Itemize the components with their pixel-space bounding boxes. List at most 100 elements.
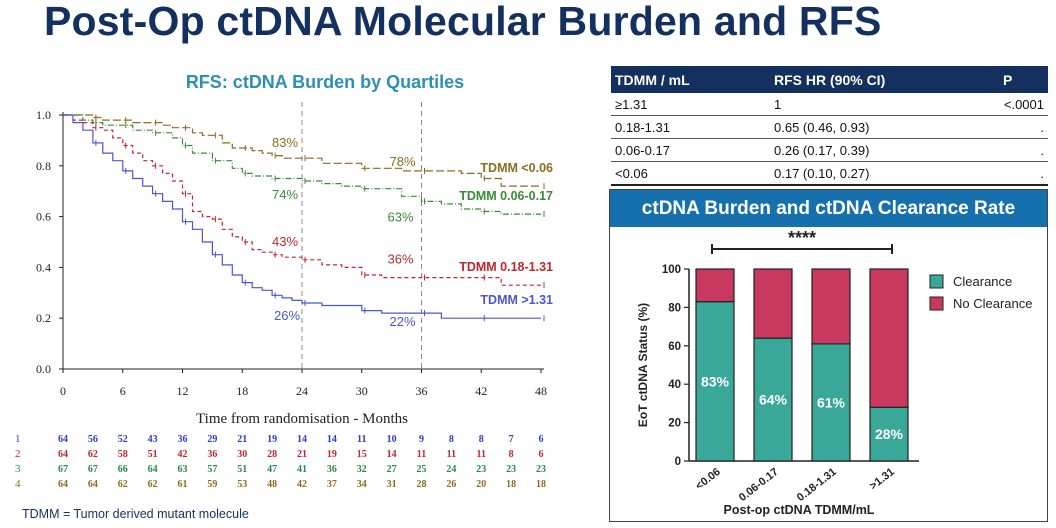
risk-value: 11 [357,434,366,445]
risk-value: 56 [88,434,98,445]
risk-value: 67 [58,464,68,475]
x-tick-label: 6 [120,384,126,398]
risk-value: 8 [509,449,514,460]
tdmm-cell: ≥1.31 [611,93,774,116]
y-tick-label: 0.4 [36,260,51,274]
risk-value: 58 [118,449,128,460]
risk-value: 43 [148,434,158,445]
legend-label: Clearance [953,274,1012,289]
bar-segment [811,268,851,345]
risk-value: 25 [417,464,427,475]
risk-value: 42 [297,479,307,490]
curve-annotation: 43% [272,234,298,249]
risk-value: 52 [118,434,128,445]
risk-value: 29 [207,434,217,445]
risk-value: 31 [387,479,397,490]
risk-value: 21 [297,449,307,460]
risk-value: 48 [267,479,277,490]
series-label: TDMM >1.31 [480,293,553,307]
footnote: TDMM = Tumor derived mutant molecule [22,507,249,521]
bar-data-label: 28% [875,426,904,442]
bar-data-label: 64% [759,392,788,408]
risk-value: 36 [327,464,337,475]
hr-cell: 1 [774,93,968,116]
risk-value: 19 [267,434,277,445]
x-tick-label: 42 [475,384,487,398]
bar-segment [811,343,851,462]
risk-value: 42 [178,449,188,460]
y-tick-label: 0.2 [36,311,51,325]
risk-value: 34 [357,479,367,490]
p-cell: . [967,161,1048,186]
risk-value: 14 [387,449,397,460]
risk-value: 11 [447,449,456,460]
hr-col-tdmm: TDMM / mL [611,66,774,93]
table-row: 0.06-0.17 0.26 (0.17, 0.39) . [611,138,1048,162]
y-tick-label: 60 [668,341,681,353]
risk-value: 57 [207,464,217,475]
risk-value: 61 [178,479,188,490]
x-axis-label: Time from randomisation - Months [196,411,408,427]
y-tick-label: 0 [675,456,681,468]
risk-value: 64 [58,434,68,445]
risk-value: 53 [237,479,247,490]
legend-swatch [929,274,944,289]
x-tick-label: 0.06-0.17 [737,466,781,504]
risk-value: 11 [417,449,426,460]
risk-value: 32 [357,464,367,475]
risk-value: 64 [148,464,158,475]
slide-title: Post-Op ctDNA Molecular Burden and RFS [44,0,882,44]
hr-table-header: TDMM / mL RFS HR (90% CI) P [611,66,1048,93]
hr-cell: 0.26 (0.17, 0.39) [774,138,968,162]
x-tick-label: 12 [177,384,189,398]
series-label: TDMM 0.06-0.17 [459,189,553,203]
curve-annotation: 83% [272,135,298,150]
bar-data-label: 83% [701,373,730,389]
risk-value: 28 [267,449,277,460]
hr-cell: 0.65 (0.46, 0.93) [774,115,968,139]
x-tick-label: 24 [296,384,308,398]
hr-cell: 0.17 (0.10, 0.27) [774,161,968,186]
legend-swatch [929,296,944,311]
risk-row-label: 4 [15,478,21,490]
hr-col-hr: RFS HR (90% CI) [774,66,968,93]
bar-data-label: 61% [817,394,846,410]
risk-value: 23 [476,464,486,475]
y-tick-label: 1.0 [36,108,51,122]
risk-value: 23 [506,464,516,475]
risk-value: 9 [419,434,424,445]
km-chart-title: RFS: ctDNA Burden by Quartiles [185,72,465,92]
risk-value: 8 [479,434,484,445]
x-tick-label: >1.31 [868,466,897,493]
bar-segment [869,268,909,408]
series-label: TDMM <0.06 [480,161,553,175]
tdmm-cell: <0.06 [611,161,774,186]
risk-value: 26 [446,479,456,490]
x-tick-label: 36 [416,384,428,398]
risk-value: 14 [297,434,307,445]
risk-value: 64 [58,479,68,490]
risk-value: 15 [357,449,367,460]
risk-value: 19 [327,449,337,460]
risk-value: 36 [178,434,188,445]
bar-segment [695,301,735,462]
risk-value: 6 [539,434,544,445]
risk-value: 59 [207,479,217,490]
clearance-panel: ctDNA Burden and ctDNA Clearance Rate [609,189,1048,522]
risk-value: 21 [237,434,247,445]
curve-annotation: 63% [387,209,413,224]
risk-value: 62 [88,449,98,460]
clearance-chart-title: ctDNA Burden and ctDNA Clearance Rate [610,190,1047,227]
risk-row-label: 3 [15,463,21,475]
bar-segment [753,337,793,462]
km-curve [63,114,541,286]
risk-value: 36 [207,449,217,460]
risk-value: 7 [509,434,514,445]
y-tick-label: 0.6 [36,210,51,224]
risk-value: 63 [178,464,188,475]
risk-value: 47 [267,464,277,475]
curve-annotation: 36% [387,252,413,267]
y-tick-label: 0.8 [36,159,51,173]
y-tick-label: 100 [662,264,681,276]
risk-value: 64 [58,449,68,460]
